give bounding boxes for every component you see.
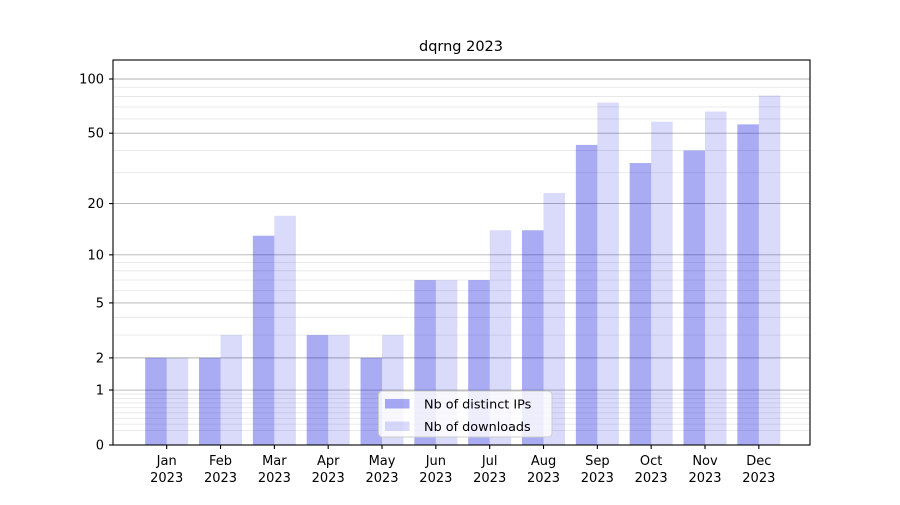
legend-label-downloads: Nb of downloads: [424, 420, 531, 435]
legend-box: [378, 390, 553, 438]
plot-frame: [112, 59, 811, 446]
bar-downloads-oct: [651, 121, 673, 445]
x-axis: Jan 2023 Feb 2023 Mar 2023 Apr 2023 May 2023 Jun 20…: [150, 445, 775, 486]
x-tick-label-year: 2023: [742, 471, 775, 486]
y-axis: 0 1 2 5 10 20 50 100: [79, 73, 113, 454]
bar-downloads-apr: [328, 335, 350, 445]
bar-downloads-dec: [758, 95, 781, 446]
plot-border: [112, 59, 811, 446]
bar-downloads-feb: [220, 335, 243, 445]
x-tick-label-month: Jun: [425, 454, 446, 469]
x-tick-label-year: 2023: [365, 471, 398, 486]
y-tick-label: 10: [87, 248, 104, 263]
bar-ips-feb: [199, 357, 221, 445]
x-tick-label-year: 2023: [688, 471, 721, 486]
legend-swatch-downloads: [385, 421, 410, 431]
x-tick-label-year: 2023: [419, 471, 452, 486]
x-tick-label-month: Oct: [640, 454, 662, 469]
minor-gridlines: [113, 86, 810, 431]
bar-ips-mar: [252, 235, 275, 445]
x-tick-label-year: 2023: [258, 471, 291, 486]
x-tick-label-month: Jan: [156, 454, 177, 469]
x-tick-label-year: 2023: [527, 471, 560, 486]
major-gridlines: [113, 78, 810, 391]
x-tick-label-month: May: [369, 454, 396, 469]
legend-label-ips: Nb of distinct IPs: [424, 398, 532, 413]
x-tick-label-year: 2023: [473, 471, 506, 486]
y-tick-label: 50: [87, 127, 104, 142]
bar-ips-may: [360, 357, 383, 445]
legend: Nb of distinct IPs Nb of downloads: [378, 390, 553, 438]
x-tick-label-year: 2023: [204, 471, 237, 486]
x-tick-label-month: Dec: [746, 454, 771, 469]
bar-ips-oct: [629, 163, 652, 445]
x-tick-label-year: 2023: [635, 471, 668, 486]
bar-ips-nov: [683, 150, 705, 445]
bar-ips-sep: [575, 144, 598, 445]
y-tick-label: 100: [79, 73, 104, 88]
x-tick-label-month: Feb: [209, 454, 232, 469]
x-tick-label-month: Jul: [481, 454, 498, 469]
legend-swatch-ips: [385, 399, 410, 409]
bar-ips-apr: [306, 335, 329, 445]
y-tick-label: 5: [96, 296, 104, 311]
y-tick-label: 0: [96, 439, 104, 454]
bar-downloads-jan: [166, 357, 189, 445]
x-tick-label-year: 2023: [312, 471, 345, 486]
bar-downloads-mar: [274, 215, 296, 445]
x-tick-label-year: 2023: [581, 471, 614, 486]
bar-ips-dec: [737, 124, 759, 446]
bar-downloads-aug: [543, 192, 566, 445]
x-tick-label-month: Sep: [585, 454, 610, 469]
chart-title: dqrng 2023: [419, 39, 503, 55]
x-tick-label-month: Nov: [692, 454, 718, 469]
x-tick-label-year: 2023: [150, 471, 183, 486]
bar-downloads-sep: [597, 102, 619, 445]
bar-ips-jan: [145, 357, 167, 445]
y-tick-label: 1: [96, 384, 104, 399]
y-tick-label: 2: [96, 351, 104, 366]
x-tick-label-month: Mar: [262, 454, 287, 469]
x-tick-label-month: Aug: [531, 454, 556, 469]
bar-downloads-nov: [705, 111, 727, 445]
y-tick-label: 20: [87, 197, 104, 212]
x-tick-label-month: Apr: [317, 454, 340, 469]
